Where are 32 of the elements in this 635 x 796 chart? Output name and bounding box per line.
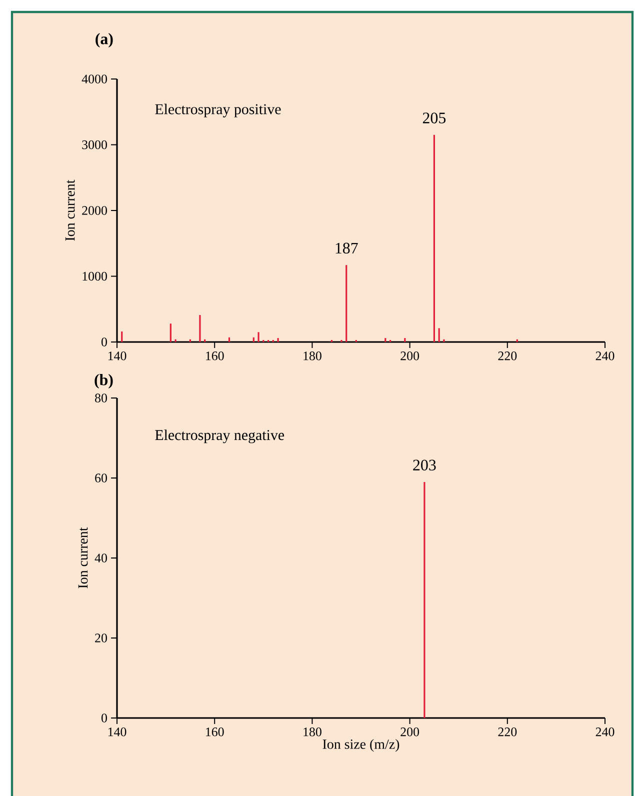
x-tick-label: 240 <box>596 728 614 736</box>
y-tick-label: 3000 <box>82 140 107 150</box>
y-tick-label: 40 <box>94 554 107 562</box>
y-tick-label: 1000 <box>82 272 107 281</box>
x-tick-label: 200 <box>400 728 420 736</box>
x-tick-label: 180 <box>304 352 322 360</box>
annotation: Electrospray negative <box>155 430 284 444</box>
x-tick-label: 240 <box>596 352 614 360</box>
annotation: 187 <box>336 242 358 254</box>
chart-title: (b) <box>94 374 113 388</box>
y-tick-label: 80 <box>95 394 107 402</box>
x-tick-label: 180 <box>304 728 322 736</box>
y-tick-label: 2000 <box>82 206 107 215</box>
x-tick-label: 140 <box>108 728 126 736</box>
y-tick-label: 0 <box>102 714 107 722</box>
y-tick-label: 20 <box>95 634 107 642</box>
x-tick-label: 200 <box>400 352 420 360</box>
annotation: 205 <box>422 112 446 124</box>
annotation: 203 <box>413 460 436 470</box>
x-tick-label: 220 <box>498 352 517 360</box>
x-tick-label: 220 <box>498 728 517 736</box>
chart-title: (a) <box>96 33 113 48</box>
x-tick-label: 160 <box>206 728 224 736</box>
annotation: Electrospray positive <box>155 104 281 118</box>
x-tick-label: 140 <box>108 352 126 360</box>
x-tick-label: 160 <box>206 352 224 360</box>
y-tick-label: 60 <box>95 474 107 482</box>
y-tick-label: 4000 <box>82 74 107 84</box>
x-axis-title: Ion size (m/z) <box>322 739 400 752</box>
y-axis-title: Ion current <box>78 527 88 588</box>
y-tick-label: 0 <box>102 338 107 346</box>
y-axis-title: Ion current <box>65 180 75 241</box>
